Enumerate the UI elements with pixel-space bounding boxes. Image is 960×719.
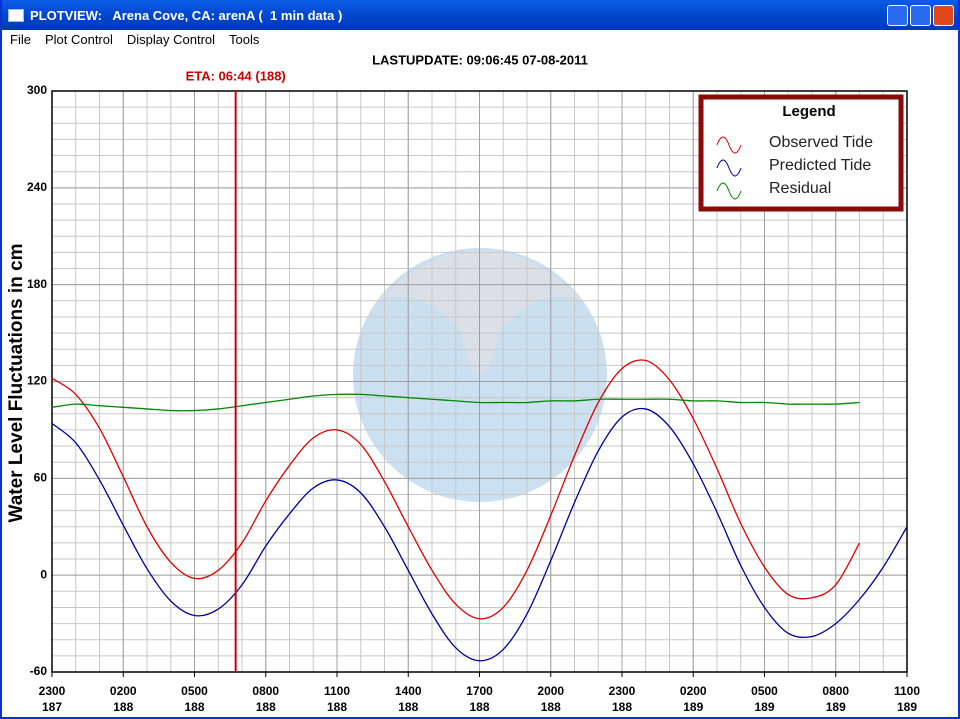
- legend: Legend Observed Tide Predicted Tide Residua…: [698, 94, 904, 212]
- plot-frame: [51, 90, 908, 673]
- x-tick-label: 0800: [822, 684, 849, 698]
- x-tick-day: 188: [612, 700, 632, 714]
- y-tick-label: 180: [27, 277, 47, 291]
- maximize-button[interactable]: [910, 4, 931, 26]
- legend-label: Observed Tide: [769, 134, 873, 151]
- x-tick-day: 188: [327, 700, 347, 714]
- y-tick-label: 120: [27, 374, 47, 388]
- x-tick-day: 187: [42, 700, 62, 714]
- x-tick-day: 188: [398, 700, 418, 714]
- x-tick-day: 188: [541, 700, 561, 714]
- close-button[interactable]: [933, 4, 954, 26]
- y-tick-label: 300: [27, 83, 47, 97]
- x-tick-day: 188: [113, 700, 133, 714]
- eta-label: ETA: 06:44 (188): [186, 68, 286, 83]
- x-tick-label: 1400: [395, 684, 422, 698]
- series-line: [51, 407, 908, 662]
- menu-item[interactable]: File: [10, 31, 31, 47]
- y-tick-label: 60: [34, 471, 48, 485]
- x-tick-day: 189: [683, 700, 703, 714]
- x-tick-label: 0800: [252, 684, 279, 698]
- y-axis-label: Water Level Fluctuations in cm: [6, 243, 27, 522]
- legend-swatch: [716, 136, 742, 154]
- x-tick-day: 189: [826, 700, 846, 714]
- app-icon: [8, 8, 24, 22]
- x-tick-label: 0500: [751, 684, 778, 698]
- legend-title: Legend: [782, 103, 835, 120]
- x-tick-label: 1100: [324, 684, 350, 698]
- x-tick-day: 189: [897, 700, 917, 714]
- legend-swatch: [716, 182, 742, 200]
- last-update: LASTUPDATE: 09:06:45 07-08-2011: [372, 52, 588, 67]
- x-tick-label: 2300: [609, 684, 636, 698]
- x-tick-day: 188: [469, 700, 489, 714]
- x-tick-label: 1100: [894, 684, 920, 698]
- legend-box: [698, 94, 904, 212]
- legend-label: Predicted Tide: [769, 157, 871, 174]
- x-tick-day: 188: [256, 700, 276, 714]
- x-tick-label: 2300: [39, 684, 66, 698]
- x-tick-day: 188: [184, 700, 204, 714]
- title-bar: PLOTVIEW: Arena Cove, CA: arenA ( 1 min …: [2, 0, 958, 30]
- minimize-button[interactable]: [887, 4, 908, 26]
- legend-label: Residual: [769, 180, 831, 197]
- menu-item[interactable]: Plot Control: [44, 31, 113, 47]
- series-line: [51, 393, 860, 412]
- y-tick-label: 240: [27, 180, 47, 194]
- menu-item[interactable]: Tools: [229, 31, 260, 47]
- menu-bar: File Plot Control Display Control Tools: [2, 30, 958, 48]
- y-tick-label: -60: [30, 664, 48, 678]
- x-tick-label: 0200: [110, 684, 137, 698]
- x-tick-label: 1700: [466, 684, 493, 698]
- x-tick-label: 0200: [680, 684, 707, 698]
- series-line: [51, 359, 861, 620]
- menu-item[interactable]: Display Control: [126, 31, 216, 47]
- x-tick-day: 189: [754, 700, 774, 714]
- y-tick-label: 0: [40, 567, 47, 581]
- window-title: PLOTVIEW: Arena Cove, CA: arenA ( 1 min …: [30, 7, 343, 23]
- x-tick-label: 2000: [537, 684, 564, 698]
- legend-swatch: [716, 159, 742, 177]
- x-tick-label: 0500: [181, 684, 208, 698]
